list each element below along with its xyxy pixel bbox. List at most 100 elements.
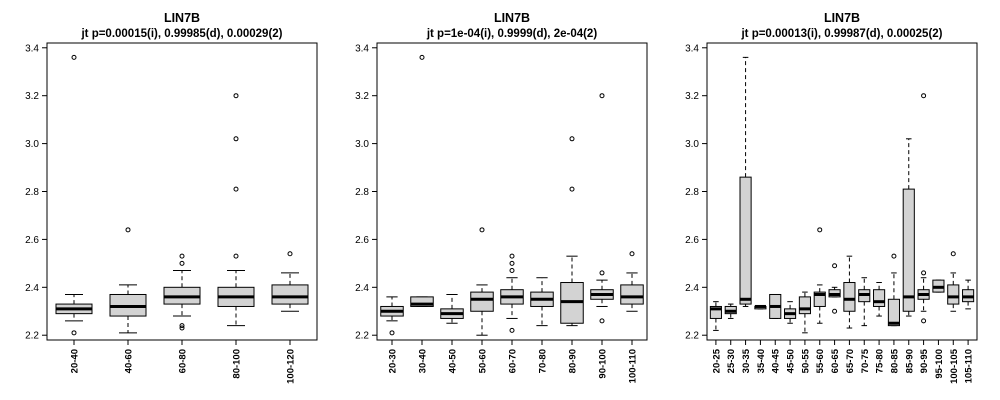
outlier-point <box>233 253 239 259</box>
x-tick-label: 40-45 <box>771 348 782 373</box>
box-body <box>947 284 960 305</box>
y-tick-label: 3.0 <box>355 139 369 150</box>
box-5 <box>500 253 524 333</box>
x-tick-label: 70-80 <box>538 349 549 373</box>
x-tick-label: 55-60 <box>815 349 826 373</box>
box-12 <box>873 282 886 317</box>
box-9 <box>828 263 841 314</box>
x-tick-label: 95-100 <box>934 349 945 379</box>
box-8 <box>813 227 826 324</box>
outlier-point <box>179 253 185 259</box>
outlier-point <box>179 323 185 329</box>
outlier-point <box>832 308 838 314</box>
box-3 <box>163 253 201 331</box>
x-tick-label: 100-120 <box>286 349 297 384</box>
box-body <box>709 305 722 319</box>
box-1 <box>55 54 93 336</box>
x-tick-label: 80-90 <box>568 349 579 373</box>
box-11 <box>858 277 871 327</box>
x-tick-label: 75-80 <box>875 349 886 373</box>
x-tick-label: 50-55 <box>800 348 811 373</box>
box-body <box>739 176 752 305</box>
boxplot-panel-2: LIN7B jt p=1e-04(i), 0.9999(d), 2e-04(2) 2… <box>355 11 648 383</box>
y-tick-label: 2.6 <box>685 235 699 246</box>
box-6 <box>784 301 797 324</box>
y-tick-label: 2.2 <box>685 331 699 342</box>
x-tick-label: 20-30 <box>388 349 399 373</box>
outlier-point <box>509 327 515 333</box>
x-tick-label: 65-70 <box>845 349 856 373</box>
outlier-point <box>921 93 927 99</box>
x-tick-label: 90-100 <box>598 349 609 379</box>
outlier-point <box>509 260 515 266</box>
box-1 <box>380 296 404 336</box>
outlier-point <box>419 54 425 60</box>
x-tick-label: 80-85 <box>889 348 900 373</box>
y-tick-label: 2.4 <box>25 283 39 294</box>
box-8 <box>590 93 614 324</box>
box-6 <box>530 277 554 327</box>
box-17 <box>947 251 960 312</box>
box-body <box>813 291 826 307</box>
x-tick-label: 100-110 <box>628 349 639 383</box>
outlier-point <box>71 330 77 336</box>
y-tick-label: 2.6 <box>25 235 39 246</box>
outlier-point <box>389 330 395 336</box>
box-body <box>902 188 915 312</box>
box-13 <box>887 253 900 327</box>
box-1 <box>709 301 722 331</box>
y-tick-label: 2.8 <box>685 187 699 198</box>
outlier-point <box>287 251 293 257</box>
y-tick-label: 2.8 <box>25 187 39 198</box>
box-7 <box>798 291 811 334</box>
box-2 <box>109 227 147 334</box>
box-5 <box>271 251 309 312</box>
x-tick-label: 35-40 <box>756 349 767 373</box>
y-tick-label: 2.8 <box>355 187 369 198</box>
x-tick-label: 100-105 <box>949 348 960 384</box>
y-tick-label: 2.4 <box>685 283 699 294</box>
x-tick-label: 60-65 <box>830 348 841 373</box>
box-body <box>887 298 900 327</box>
boxplot-panel-3: LIN7B jt p=0.00013(i), 0.99987(d), 0.0002… <box>685 11 978 384</box>
y-tick-label: 3.2 <box>25 91 39 102</box>
x-tick-label: 40-60 <box>124 349 135 373</box>
y-tick-label: 3.2 <box>685 91 699 102</box>
x-tick-label: 90-95 <box>919 348 930 373</box>
y-tick-label: 3.0 <box>685 139 699 150</box>
outlier-point <box>921 318 927 324</box>
outlier-point <box>950 251 956 257</box>
box-4 <box>217 93 255 327</box>
box-4 <box>470 227 494 336</box>
box-body <box>620 284 644 305</box>
outlier-point <box>179 260 185 266</box>
outlier-point <box>569 186 575 192</box>
chart-subtitle: jt p=0.00015(i), 0.99985(d), 0.00029(2) <box>80 28 282 40</box>
outlier-point <box>599 318 605 324</box>
y-tick-label: 3.2 <box>355 91 369 102</box>
outlier-point <box>509 253 515 259</box>
outlier-point <box>629 251 635 257</box>
x-tick-label: 105-110 <box>964 349 975 383</box>
x-tick-label: 85-90 <box>904 349 915 373</box>
x-tick-label: 30-40 <box>418 349 429 373</box>
x-tick-label: 60-80 <box>178 349 189 373</box>
y-tick-label: 3.0 <box>25 139 39 150</box>
box-3 <box>739 56 752 307</box>
box-2 <box>410 54 434 307</box>
y-tick-label: 2.2 <box>25 331 39 342</box>
outlier-point <box>233 186 239 192</box>
box-body <box>843 282 856 312</box>
x-tick-label: 25-30 <box>726 349 737 373</box>
box-10 <box>843 255 856 329</box>
y-tick-label: 2.4 <box>355 283 369 294</box>
x-tick-label: 80-100 <box>232 349 243 379</box>
outlier-point <box>509 268 515 274</box>
box-2 <box>724 303 737 319</box>
outlier-point <box>832 263 838 269</box>
x-tick-label: 40-50 <box>448 349 459 373</box>
outlier-point <box>921 270 927 276</box>
boxplot-panel-1: LIN7B jt p=0.00015(i), 0.99985(d), 0.0002… <box>25 11 318 384</box>
outlier-point <box>125 227 131 233</box>
